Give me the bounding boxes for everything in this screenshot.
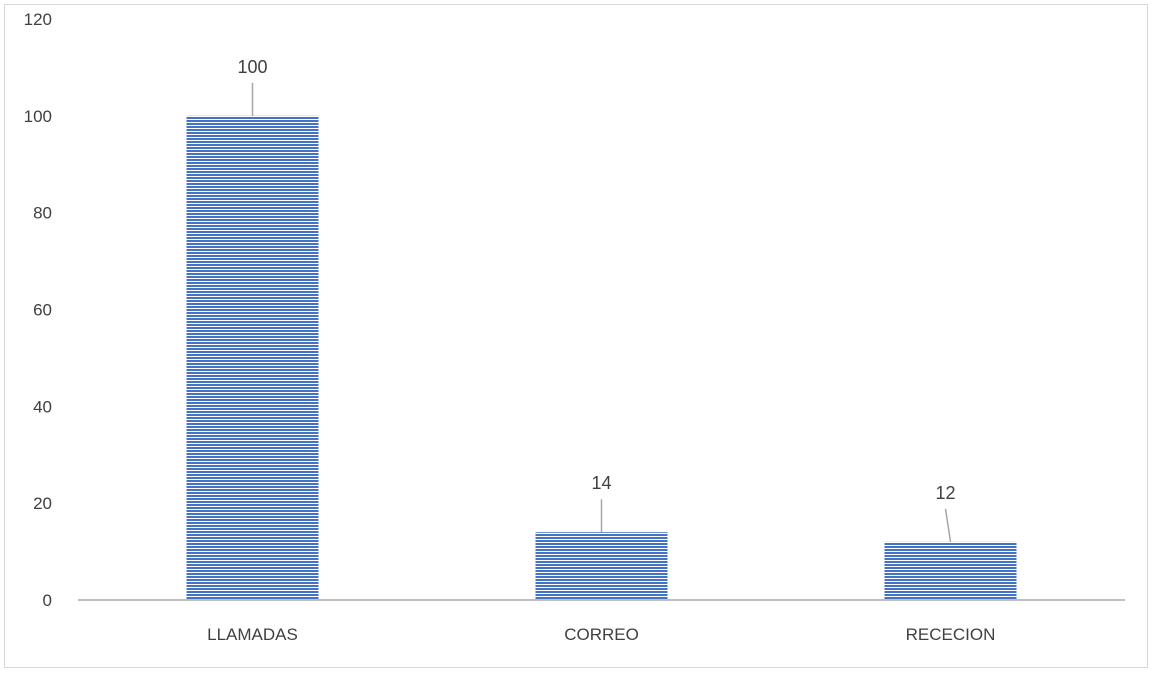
y-tick-label: 20: [33, 494, 52, 513]
bar-llamadas: [186, 115, 319, 600]
x-category-label: CORREO: [564, 625, 639, 644]
y-tick-label: 80: [33, 204, 52, 223]
data-labels: 100 14 12: [237, 57, 955, 503]
bar-rececion: [884, 541, 1017, 600]
data-label: 14: [591, 473, 611, 493]
y-tick-label: 0: [43, 591, 52, 610]
x-category-label: LLAMADAS: [207, 625, 298, 644]
leader-lines: [251, 82, 952, 543]
data-label: 100: [237, 57, 267, 77]
y-tick-label: 100: [24, 107, 52, 126]
y-tick-label: 60: [33, 301, 52, 320]
y-axis-ticks: 0 20 40 60 80 100 120: [24, 10, 52, 610]
y-tick-label: 120: [24, 10, 52, 29]
category-labels: LLAMADAS CORREO RECECION: [207, 625, 995, 644]
y-tick-label: 40: [33, 397, 52, 416]
x-category-label: RECECION: [906, 625, 996, 644]
leader-line: [944, 508, 952, 543]
bar-correo: [535, 532, 668, 600]
data-label: 12: [935, 483, 955, 503]
bars: [186, 115, 1017, 600]
